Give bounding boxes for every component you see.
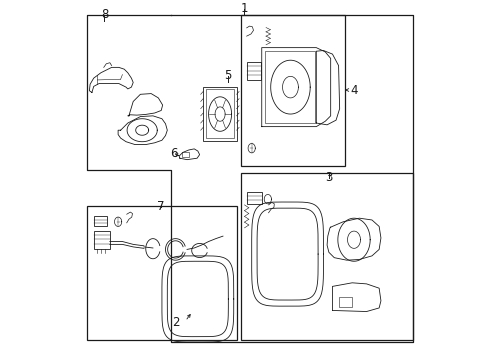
- Text: 3: 3: [325, 171, 332, 184]
- Text: 1: 1: [240, 2, 248, 15]
- Bar: [265, 50, 314, 123]
- Text: 4: 4: [350, 84, 357, 97]
- Text: 5: 5: [224, 69, 231, 82]
- Bar: [241, 173, 412, 340]
- Text: 7: 7: [157, 200, 164, 213]
- Text: 2: 2: [172, 316, 180, 329]
- Bar: [247, 62, 260, 80]
- Bar: [86, 206, 237, 340]
- Text: 6: 6: [169, 147, 177, 160]
- Bar: [247, 192, 261, 204]
- Bar: [241, 15, 345, 166]
- Text: 8: 8: [101, 8, 108, 21]
- Bar: [94, 231, 110, 249]
- Bar: [203, 87, 236, 141]
- Bar: [182, 152, 188, 157]
- Bar: [205, 89, 234, 139]
- Bar: [94, 216, 107, 226]
- Bar: [338, 297, 351, 307]
